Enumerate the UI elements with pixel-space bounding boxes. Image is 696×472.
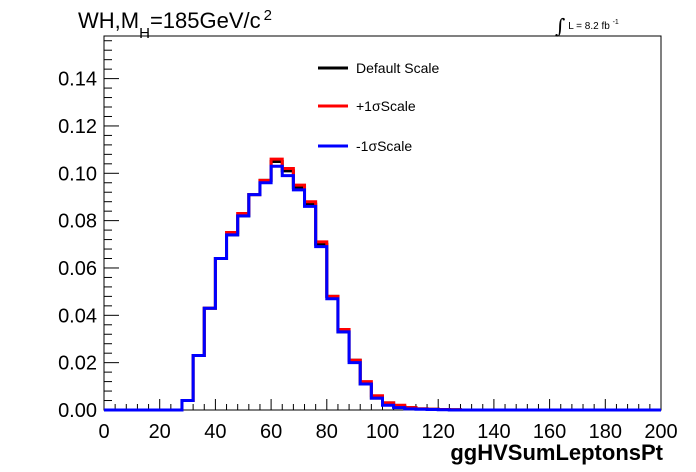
chart-title: WH,MH=185GeV/c 2 [78, 7, 272, 42]
x-tick-label: 200 [644, 421, 677, 443]
x-tick-label: 80 [316, 421, 338, 443]
x-tick-label: 120 [422, 421, 455, 443]
x-tick-label: 20 [149, 421, 171, 443]
legend-label: -1σScale [356, 138, 412, 154]
x-tick-label: 160 [533, 421, 566, 443]
x-tick-label: 0 [98, 421, 109, 443]
x-tick-label: 40 [204, 421, 226, 443]
y-tick-label: 0.14 [58, 69, 97, 91]
x-axis-label: ggHVSumLeptonsPt [450, 440, 663, 465]
legend-label: +1σScale [356, 98, 416, 114]
histogram--1-scale [104, 164, 661, 412]
y-tick-label: 0.08 [58, 211, 97, 233]
y-tick-label: 0.00 [58, 400, 97, 422]
x-tick-label: 100 [366, 421, 399, 443]
y-tick-label: 0.10 [58, 163, 97, 185]
histogram--1-scale [104, 157, 661, 412]
histogram-default-scale [104, 159, 661, 412]
y-tick-label: 0.12 [58, 116, 97, 138]
legend-label: Default Scale [356, 60, 439, 76]
y-tick-label: 0.02 [58, 353, 97, 375]
x-tick-label: 140 [477, 421, 510, 443]
y-tick-label: 0.04 [58, 305, 97, 327]
luminosity-label: ∫ L = 8.2 fb -1 [555, 14, 619, 38]
x-tick-label: 60 [260, 421, 282, 443]
y-tick-label: 0.06 [58, 258, 97, 280]
x-tick-label: 180 [589, 421, 622, 443]
plot-frame [103, 35, 662, 411]
